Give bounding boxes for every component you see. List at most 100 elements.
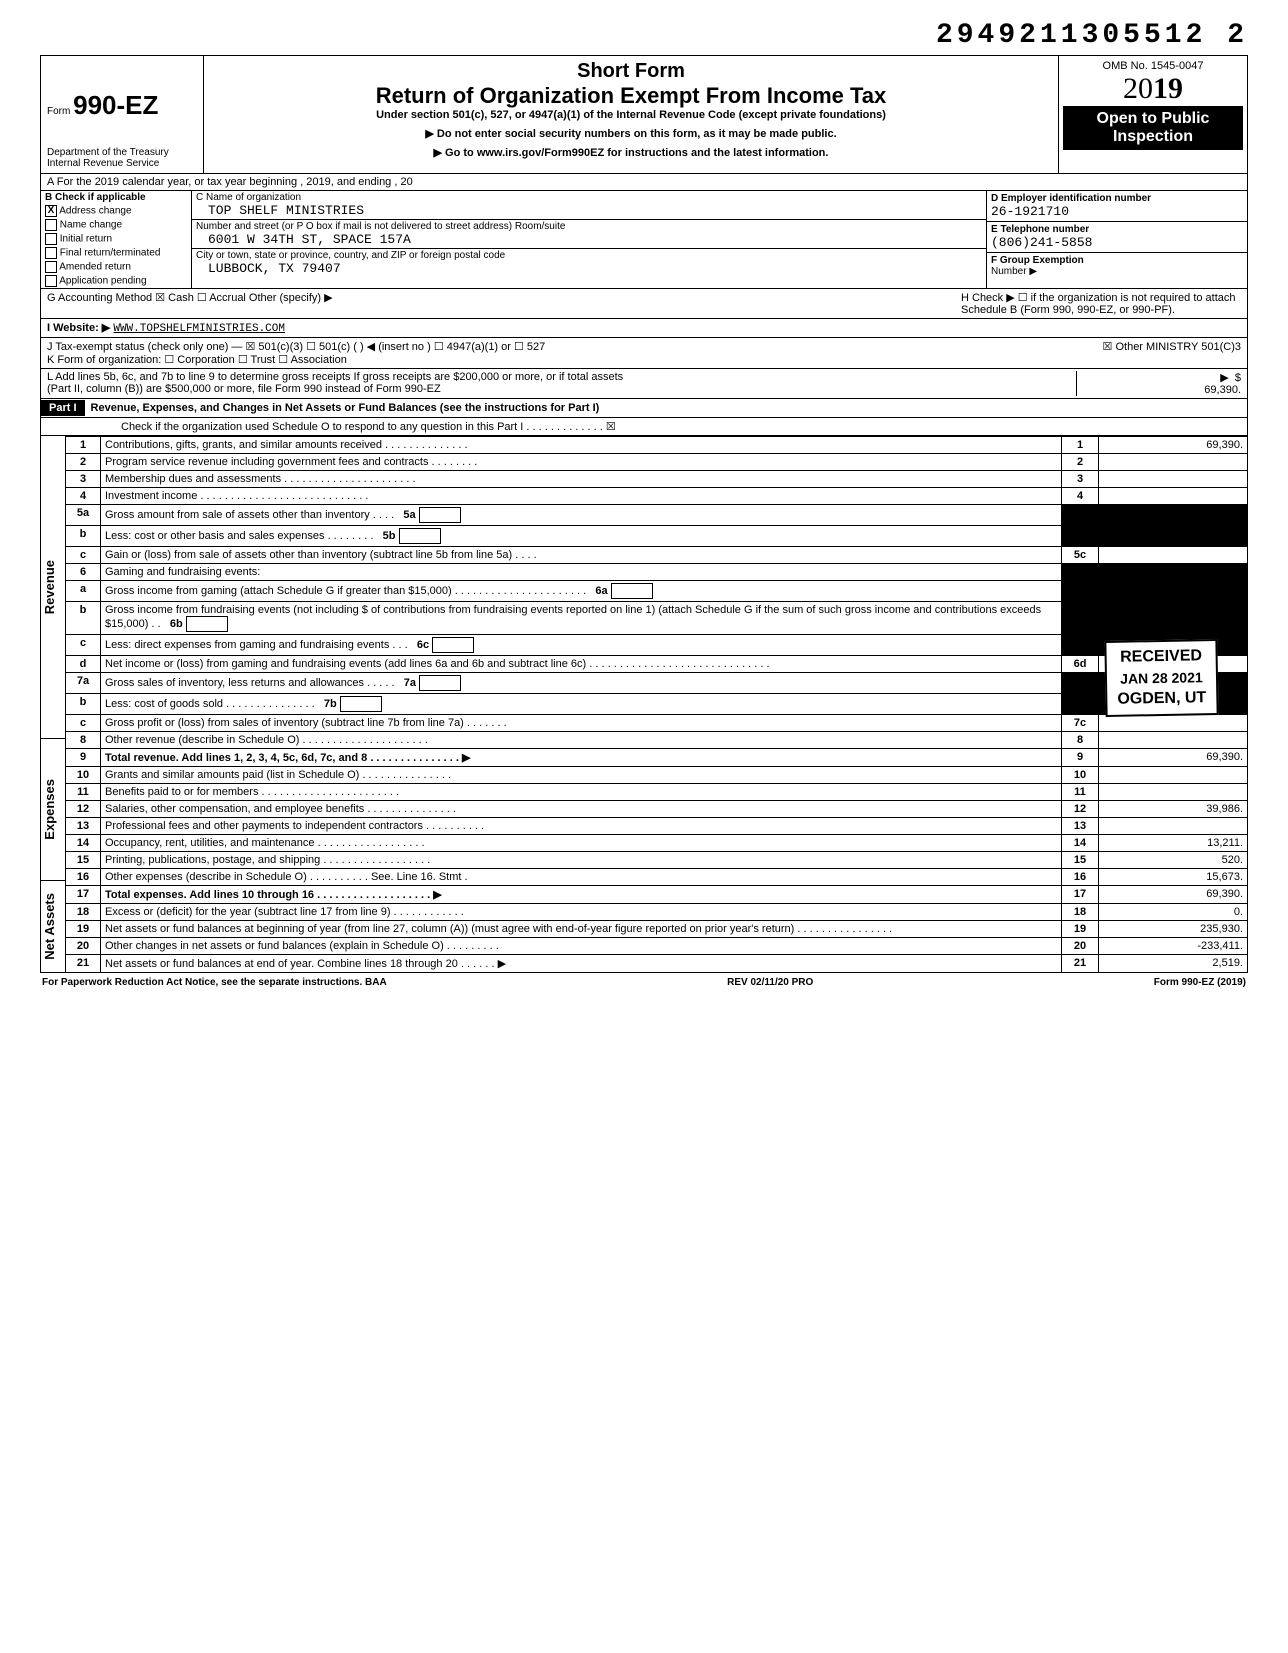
main-title: Return of Organization Exempt From Incom… bbox=[210, 83, 1052, 109]
line-7c: cGross profit or (loss) from sales of in… bbox=[66, 715, 1248, 732]
org-city-field: City or town, state or province, country… bbox=[192, 249, 986, 277]
footer-left: For Paperwork Reduction Act Notice, see … bbox=[42, 977, 387, 988]
subtitle: Under section 501(c), 527, or 4947(a)(1)… bbox=[210, 109, 1052, 121]
line-18: 18Excess or (deficit) for the year (subt… bbox=[66, 904, 1248, 921]
received-stamp: RECEIVED JAN 28 2021 OGDEN, UT bbox=[1104, 639, 1218, 717]
netassets-side-label: Net Assets bbox=[40, 881, 65, 973]
group-exempt-field: F Group Exemption Number ▶ bbox=[987, 253, 1247, 279]
line-a: A For the 2019 calendar year, or tax yea… bbox=[40, 174, 1248, 191]
open-public-line1: Open to Public bbox=[1067, 110, 1239, 128]
line-5b: bLess: cost or other basis and sales exp… bbox=[66, 526, 1248, 547]
line-19: 19Net assets or fund balances at beginni… bbox=[66, 921, 1248, 938]
line-j-k: J Tax-exempt status (check only one) — ☒… bbox=[40, 338, 1248, 369]
line-g-h: G Accounting Method ☒ Cash ☐ Accrual Oth… bbox=[40, 289, 1248, 319]
tax-year: 2019 bbox=[1063, 72, 1243, 106]
open-public-badge: Open to Public Inspection bbox=[1063, 106, 1243, 150]
part1-title: Revenue, Expenses, and Changes in Net As… bbox=[85, 399, 606, 417]
line-g: G Accounting Method ☒ Cash ☐ Accrual Oth… bbox=[47, 291, 961, 316]
info-grid: B Check if applicable X Address change N… bbox=[40, 191, 1248, 289]
line-6: 6Gaming and fundraising events: bbox=[66, 564, 1248, 581]
cb-amended[interactable]: Amended return bbox=[41, 260, 191, 274]
line-3: 3Membership dues and assessments . . . .… bbox=[66, 471, 1248, 488]
form-header: Form 990-EZ Department of the Treasury I… bbox=[40, 55, 1248, 174]
section-b: B Check if applicable X Address change N… bbox=[41, 191, 192, 288]
expenses-side-label: Expenses bbox=[40, 739, 65, 881]
instruction-2: ▶ Go to www.irs.gov/Form990EZ for instru… bbox=[210, 146, 1052, 159]
line-h: H Check ▶ ☐ if the organization is not r… bbox=[961, 291, 1241, 316]
cb-address-change[interactable]: X Address change bbox=[41, 204, 191, 218]
org-city-label: City or town, state or province, country… bbox=[196, 250, 982, 261]
org-name-label: C Name of organization bbox=[196, 192, 982, 203]
part1-check: Check if the organization used Schedule … bbox=[40, 418, 1248, 436]
line-1: 1Contributions, gifts, grants, and simil… bbox=[66, 437, 1248, 454]
part1-label: Part I bbox=[41, 400, 85, 416]
instruction-1: ▶ Do not enter social security numbers o… bbox=[210, 127, 1052, 140]
line-21: 21Net assets or fund balances at end of … bbox=[66, 955, 1248, 973]
document-number: 2949211305512 2 bbox=[40, 20, 1248, 51]
part1-header-row: Part I Revenue, Expenses, and Changes in… bbox=[40, 399, 1248, 418]
cb-pending[interactable]: Application pending bbox=[41, 274, 191, 288]
line-7a: 7aGross sales of inventory, less returns… bbox=[66, 673, 1248, 694]
line-6d: dNet income or (loss) from gaming and fu… bbox=[66, 656, 1248, 673]
line-2: 2Program service revenue including gover… bbox=[66, 454, 1248, 471]
phone-value: (806)241-5858 bbox=[991, 235, 1243, 250]
phone-field: E Telephone number (806)241-5858 bbox=[987, 222, 1247, 253]
line-7b: bLess: cost of goods sold . . . . . . . … bbox=[66, 694, 1248, 715]
line-11: 11Benefits paid to or for members . . . … bbox=[66, 784, 1248, 801]
line-9: 9Total revenue. Add lines 1, 2, 3, 4, 5c… bbox=[66, 749, 1248, 767]
line-15: 15Printing, publications, postage, and s… bbox=[66, 852, 1248, 869]
year-suffix: 19 bbox=[1153, 72, 1183, 105]
cb-label: Application pending bbox=[59, 276, 146, 287]
section-def: D Employer identification number 26-1921… bbox=[987, 191, 1247, 288]
cb-label: Amended return bbox=[59, 262, 131, 273]
line-10: 10Grants and similar amounts paid (list … bbox=[66, 767, 1248, 784]
cb-label: Address change bbox=[59, 206, 131, 217]
group-label: F Group Exemption bbox=[991, 255, 1084, 266]
cb-label: Final return/terminated bbox=[60, 248, 161, 259]
org-addr-value: 6001 W 34TH ST, SPACE 157A bbox=[196, 232, 982, 247]
cb-initial-return[interactable]: Initial return bbox=[41, 232, 191, 246]
line-4: 4Investment income . . . . . . . . . . .… bbox=[66, 488, 1248, 505]
org-addr-field: Number and street (or P O box if mail is… bbox=[192, 220, 986, 249]
line-k: K Form of organization: ☐ Corporation ☐ … bbox=[47, 353, 981, 366]
short-form-label: Short Form bbox=[210, 60, 1052, 83]
phone-label: E Telephone number bbox=[991, 224, 1243, 235]
line-5c: cGain or (loss) from sale of assets othe… bbox=[66, 547, 1248, 564]
line-14: 14Occupancy, rent, utilities, and mainte… bbox=[66, 835, 1248, 852]
footer-mid: REV 02/11/20 PRO bbox=[727, 977, 813, 988]
section-c: C Name of organization TOP SHELF MINISTR… bbox=[192, 191, 987, 288]
line-5a: 5aGross amount from sale of assets other… bbox=[66, 505, 1248, 526]
org-name-field: C Name of organization TOP SHELF MINISTR… bbox=[192, 191, 986, 220]
org-city-value: LUBBOCK, TX 79407 bbox=[196, 261, 982, 276]
form-id-block: Form 990-EZ Department of the Treasury I… bbox=[41, 56, 204, 173]
website-label: I Website: ▶ bbox=[47, 322, 110, 334]
revenue-side-label: Revenue bbox=[40, 436, 65, 739]
open-public-line2: Inspection bbox=[1067, 128, 1239, 146]
line-l-amount: 69,390. bbox=[1204, 384, 1241, 396]
footer: For Paperwork Reduction Act Notice, see … bbox=[40, 973, 1248, 992]
website-value: WWW.TOPSHELFMINISTRIES.COM bbox=[113, 323, 285, 335]
section-b-title: B Check if applicable bbox=[41, 191, 191, 204]
line-12: 12Salaries, other compensation, and empl… bbox=[66, 801, 1248, 818]
line-6c: cLess: direct expenses from gaming and f… bbox=[66, 635, 1248, 656]
footer-right: Form 990-EZ (2019) bbox=[1154, 977, 1246, 988]
stamp-location: OGDEN, UT bbox=[1117, 689, 1206, 709]
line-13: 13Professional fees and other payments t… bbox=[66, 818, 1248, 835]
ein-label: D Employer identification number bbox=[991, 193, 1243, 204]
line-17: 17Total expenses. Add lines 10 through 1… bbox=[66, 886, 1248, 904]
year-public-block: OMB No. 1545-0047 2019 Open to Public In… bbox=[1059, 56, 1247, 173]
cb-final-return[interactable]: Final return/terminated bbox=[41, 246, 191, 260]
line-16: 16Other expenses (describe in Schedule O… bbox=[66, 869, 1248, 886]
stamp-received: RECEIVED bbox=[1117, 647, 1206, 667]
line-l-1: L Add lines 5b, 6c, and 7b to line 9 to … bbox=[47, 371, 1076, 383]
org-name-value: TOP SHELF MINISTRIES bbox=[196, 203, 982, 218]
stamp-date: JAN 28 2021 bbox=[1117, 669, 1206, 687]
part1-body: Revenue Expenses Net Assets 1Contributio… bbox=[40, 436, 1248, 973]
line-l-2: (Part II, column (B)) are $500,000 or mo… bbox=[47, 383, 1076, 395]
cb-name-change[interactable]: Name change bbox=[41, 218, 191, 232]
form-title-block: Short Form Return of Organization Exempt… bbox=[204, 56, 1059, 173]
org-addr-label: Number and street (or P O box if mail is… bbox=[196, 221, 982, 232]
dept-label: Department of the Treasury bbox=[47, 147, 197, 158]
irs-label: Internal Revenue Service bbox=[47, 158, 197, 169]
line-8: 8Other revenue (describe in Schedule O) … bbox=[66, 732, 1248, 749]
